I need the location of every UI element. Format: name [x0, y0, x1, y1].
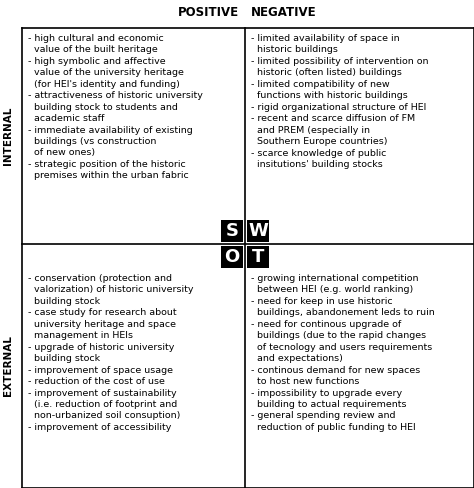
Text: - conservation (protection and
  valorization) of historic university
  building: - conservation (protection and valorizat…: [28, 274, 193, 432]
Text: POSITIVE: POSITIVE: [178, 5, 239, 19]
Text: - growing international competition
  between HEI (e.g. world ranking)
- need fo: - growing international competition betw…: [251, 274, 435, 432]
Bar: [221, 220, 243, 242]
Text: S: S: [226, 222, 238, 240]
Bar: [247, 246, 269, 268]
Text: NEGATIVE: NEGATIVE: [251, 5, 317, 19]
Bar: [247, 220, 269, 242]
Text: T: T: [252, 248, 264, 266]
Text: EXTERNAL: EXTERNAL: [3, 336, 13, 396]
Text: INTERNAL: INTERNAL: [3, 107, 13, 165]
Text: - high cultural and economic
  value of the built heritage
- high symbolic and a: - high cultural and economic value of th…: [28, 34, 203, 181]
Bar: [221, 246, 243, 268]
Text: - limited availability of space in
  historic buildings
- limited possibility of: - limited availability of space in histo…: [251, 34, 428, 169]
Text: W: W: [248, 222, 268, 240]
Text: O: O: [224, 248, 240, 266]
